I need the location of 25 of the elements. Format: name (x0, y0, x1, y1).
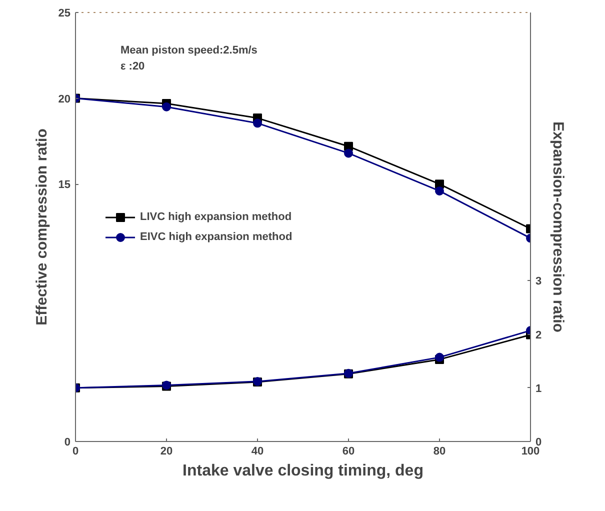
y2-axis-title: Expansion-compression ratio (550, 122, 567, 332)
y-tick-label: 25 (58, 8, 71, 20)
y-tick-label: 0 (64, 436, 71, 448)
y2-tick-label: 3 (536, 276, 542, 288)
annotation: Mean piston speed:2.5m/s (120, 44, 258, 56)
x-tick-label: 60 (342, 446, 355, 458)
x-tick-label: 100 (521, 446, 540, 458)
x-tick-label: 0 (72, 446, 79, 458)
annotation: ε :20 (120, 60, 145, 72)
point (435, 186, 444, 196)
point (253, 118, 262, 128)
y-axis-title: Effective compression ratio (33, 128, 50, 326)
legend-label: LIVC high expansion method (140, 210, 292, 222)
x-tick-label: 20 (160, 446, 173, 458)
y-tick-label: 20 (58, 93, 71, 106)
x-axis-title: Intake valve closing timing, deg (182, 462, 424, 480)
point (344, 148, 353, 158)
x-tick-label: 40 (251, 446, 264, 458)
y2-tick-label: 1 (536, 382, 542, 395)
legend-label: EIVC high expansion method (140, 230, 292, 242)
point (162, 102, 171, 112)
y2-tick-label: 2 (536, 329, 542, 342)
y2-tick-label: 0 (536, 436, 542, 448)
y-tick-label: 15 (58, 179, 71, 192)
x-tick-label: 80 (433, 446, 446, 458)
